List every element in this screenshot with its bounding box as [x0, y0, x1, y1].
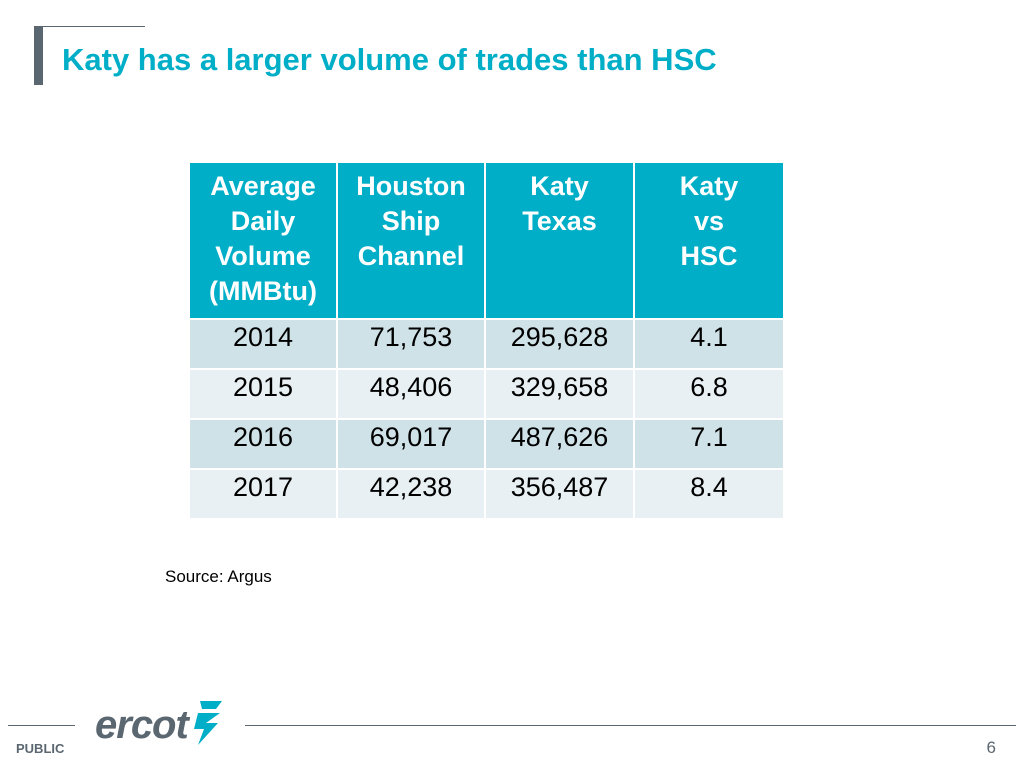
table-cell: 2014 — [188, 318, 338, 370]
table-cell: 329,658 — [484, 368, 635, 420]
table-cell: 6.8 — [633, 368, 785, 420]
table-cell: 8.4 — [633, 468, 785, 520]
ercot-lightning-bolt-icon — [192, 699, 226, 752]
ercot-logo: ercot — [95, 700, 226, 750]
table-cell: 356,487 — [484, 468, 635, 520]
table-cell: 48,406 — [336, 368, 486, 420]
table-cell: 2016 — [188, 418, 338, 470]
source-note: Source: Argus — [165, 567, 272, 586]
table-header-cell: Houston Ship Channel — [336, 161, 486, 320]
table-cell: 4.1 — [633, 318, 785, 370]
footer-divider-right — [245, 725, 1016, 726]
table-row: 2014 71,753 295,628 4.1 — [188, 318, 785, 370]
title-accent-bar — [34, 27, 43, 85]
table-cell: 487,626 — [484, 418, 635, 470]
table-header-row: Average Daily Volume (MMBtu) Houston Shi… — [188, 161, 785, 320]
table-row: 2016 69,017 487,626 7.1 — [188, 418, 785, 470]
table-header-cell: Katy Texas — [484, 161, 635, 320]
table-cell: 69,017 — [336, 418, 486, 470]
table-cell: 2017 — [188, 468, 338, 520]
table-row: 2017 42,238 356,487 8.4 — [188, 468, 785, 520]
table-cell: 42,238 — [336, 468, 486, 520]
slide-title: Katy has a larger volume of trades than … — [62, 42, 717, 77]
page-number: 6 — [986, 738, 996, 757]
table-row: 2015 48,406 329,658 6.8 — [188, 368, 785, 420]
title-accent-line — [34, 26, 145, 27]
logo-wordmark: ercot — [95, 702, 189, 747]
table-cell: 2015 — [188, 368, 338, 420]
table-cell: 7.1 — [633, 418, 785, 470]
footer-classification-label: PUBLIC — [16, 741, 65, 756]
volume-table: Average Daily Volume (MMBtu) Houston Shi… — [188, 161, 785, 520]
table-cell: 71,753 — [336, 318, 486, 370]
table-cell: 295,628 — [484, 318, 635, 370]
table-header-cell: Average Daily Volume (MMBtu) — [188, 161, 338, 320]
table-header-cell: Katy vs HSC — [633, 161, 785, 320]
footer-divider-left — [8, 725, 75, 726]
